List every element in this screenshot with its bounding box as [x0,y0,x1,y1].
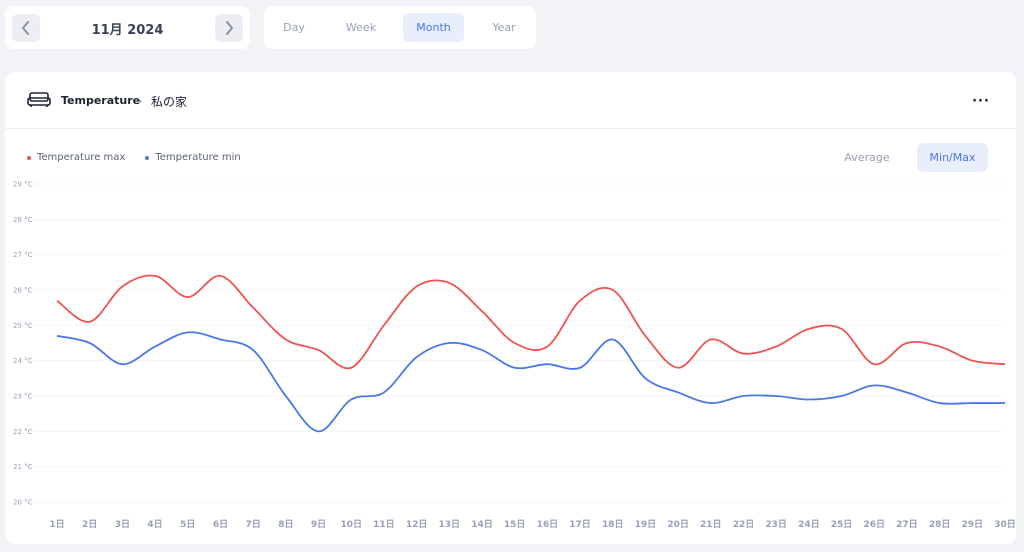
tab-week[interactable]: Week [345,21,377,34]
x-tick-label: 29日 [962,519,984,530]
x-tick-label: 30日 [994,519,1016,530]
x-tick-label: 28日 [929,519,951,530]
chevron-right-icon [226,21,233,35]
card-title: Temperature [61,94,141,107]
x-tick-label: 20日 [667,519,689,530]
x-tick-label: 22日 [733,519,755,530]
series-line-min [56,331,1005,433]
x-tick-label: 13日 [439,519,461,530]
legend-item-max: Temperature max [27,152,125,163]
x-tick-label: 24日 [798,519,820,530]
temperature-chart: 29 °C 28 °C 27 °C 26 °C 25 °C 24 °C 23 °C 22 °C… [13,181,1016,531]
y-tick-label: 20 °C [13,499,33,507]
next-month-button[interactable] [215,14,243,42]
tab-month[interactable]: Month [403,13,464,42]
x-tick-label: 17日 [569,519,591,530]
x-tick-label: 18日 [602,519,624,530]
x-tick-label: 21日 [700,519,722,530]
chevron-left-icon [22,21,29,35]
x-tick-label: 26日 [863,519,885,530]
legend-dot-max [27,155,31,160]
legend-label-min: Temperature min [155,152,241,163]
x-tick-label: 19日 [635,519,657,530]
title-separator: - [138,94,142,107]
mode-average-button[interactable]: Average [844,151,890,164]
y-tick-label: 21 °C [13,463,33,471]
range-tabs: Day Week Month Year [264,6,536,49]
card-header: Temperature - 私の家 ··· [5,72,1016,129]
date-navigator: 11月 2024 [5,6,250,49]
legend-label-max: Temperature max [37,152,126,163]
tab-year[interactable]: Year [492,21,516,34]
y-tick-label: 29 °C [13,181,33,189]
legend-item-min: Temperature min [145,152,241,163]
x-tick-label: 4日 [147,519,162,530]
series-line-max [56,274,1006,370]
x-tick-label: 7日 [246,519,261,530]
legend-dot-min [145,155,150,160]
x-tick-label: 25日 [831,519,853,530]
y-tick-label: 28 °C [13,216,33,224]
x-tick-label: 2日 [82,519,97,530]
x-tick-label: 5日 [180,519,195,530]
tab-day[interactable]: Day [283,21,305,34]
x-tick-label: 9日 [311,519,326,530]
temperature-card: Temperature - 私の家 ··· Temperature max Te… [5,72,1016,544]
y-tick-label: 26 °C [13,287,33,295]
current-month-label: 11月 2024 [91,23,164,38]
x-tick-label: 10日 [340,519,362,530]
x-tick-label: 6日 [213,519,228,530]
x-tick-label: 3日 [115,519,130,530]
x-tick-label: 16日 [537,519,559,530]
x-tick-label: 14日 [471,519,493,530]
x-tick-label: 12日 [406,519,428,530]
y-tick-label: 23 °C [13,393,33,401]
x-tick-label: 11日 [373,519,395,530]
y-tick-label: 25 °C [13,322,33,330]
prev-month-button[interactable] [12,14,40,42]
y-tick-label: 22 °C [13,428,33,436]
y-tick-label: 24 °C [13,357,33,365]
mode-minmax-button[interactable]: Min/Max [917,143,988,172]
card-subtitle: 私の家 [151,95,188,109]
y-tick-label: 27 °C [13,251,33,259]
x-tick-label: 15日 [504,519,526,530]
x-tick-label: 8日 [278,519,293,530]
more-horizontal-icon[interactable]: ··· [972,93,990,109]
chart-legend: Temperature max Temperature min [27,152,241,163]
sofa-icon [27,92,51,107]
x-tick-label: 27日 [896,519,918,530]
x-tick-label: 1日 [49,519,64,530]
x-tick-label: 23日 [765,519,787,530]
